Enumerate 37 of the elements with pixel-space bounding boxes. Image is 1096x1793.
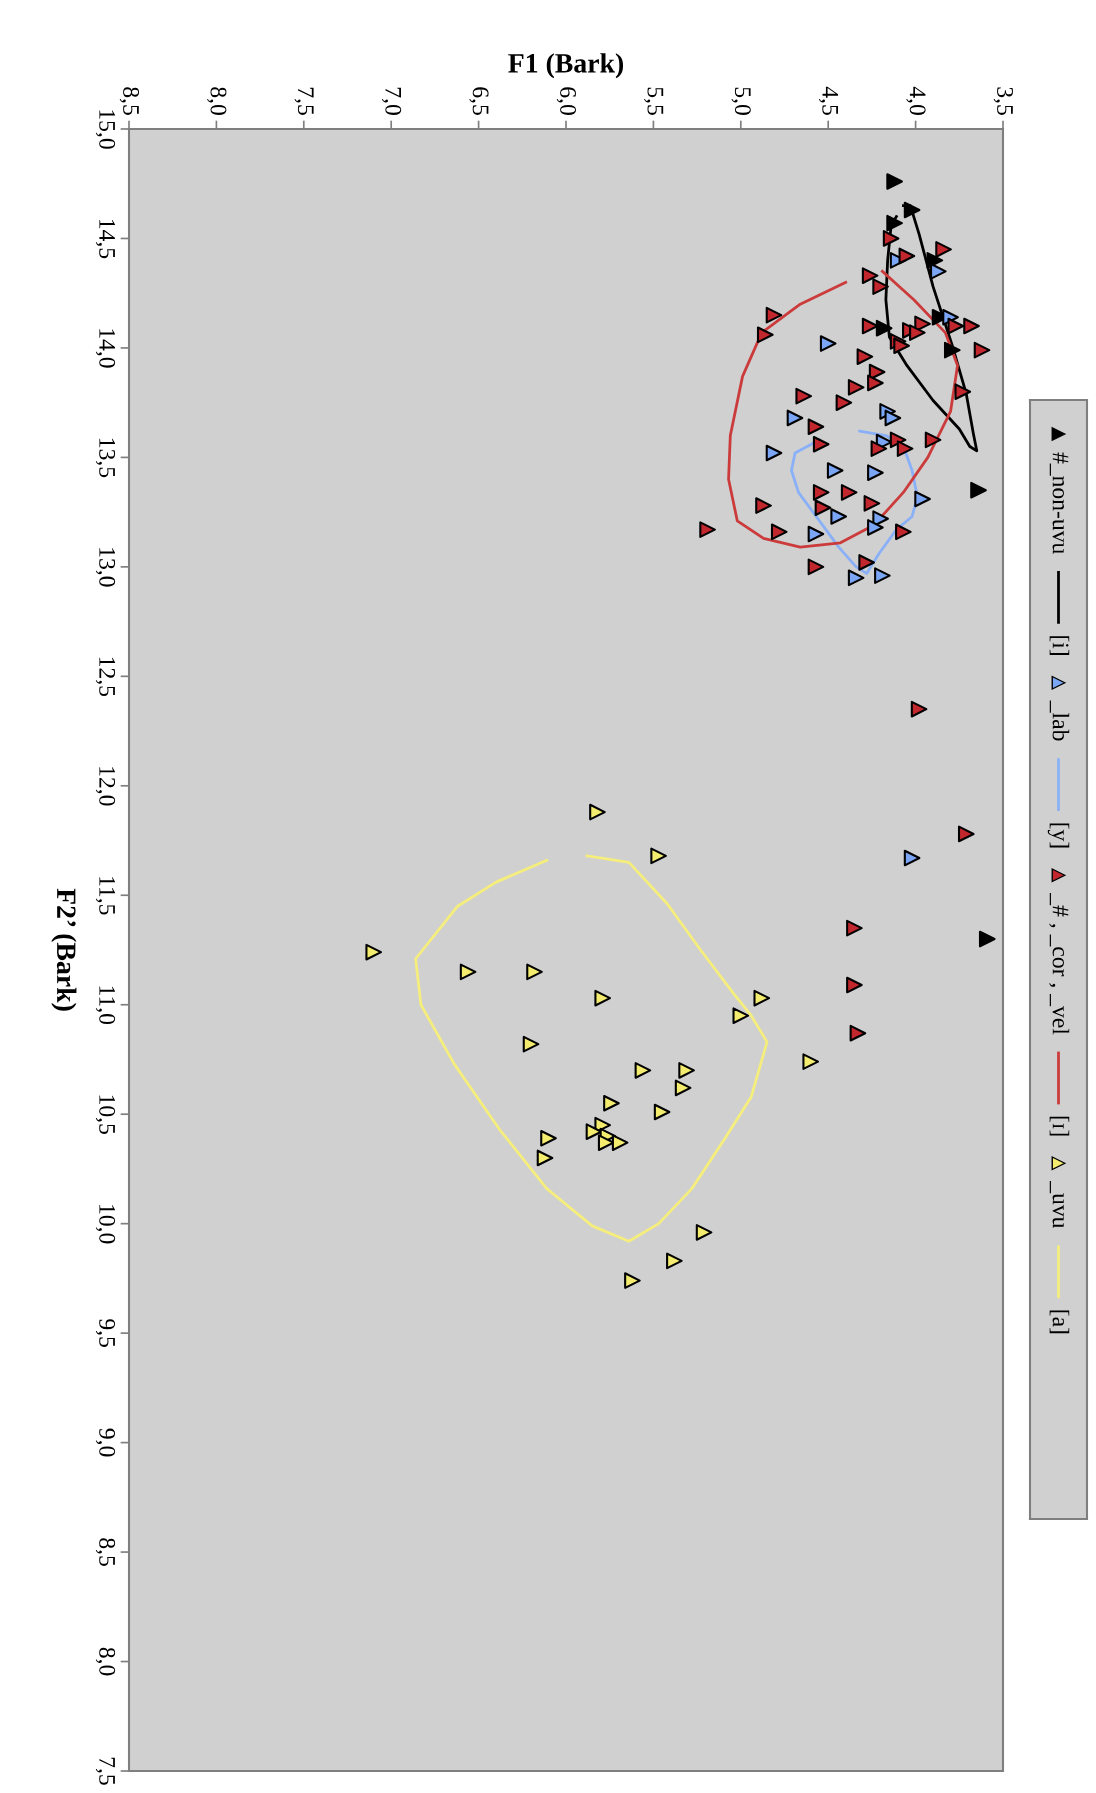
- y-tick-label: 9,0: [95, 1428, 116, 1457]
- y-tick-label: 10,5: [95, 1095, 116, 1134]
- y-tick-label: 14,0: [95, 329, 116, 368]
- legend-label: _lab: [1049, 700, 1070, 741]
- y-tick-label: 10,0: [95, 1205, 116, 1244]
- x-tick-label: 7,0: [381, 87, 402, 115]
- y-tick-label: 12,5: [95, 657, 116, 697]
- x-tick-label: 5,0: [731, 87, 751, 115]
- y-tick-label: 7,5: [95, 1757, 115, 1785]
- x-tick-label: 6,0: [556, 87, 577, 115]
- legend-label: [a]: [1049, 1310, 1070, 1334]
- x-tick-label: 4,0: [906, 86, 926, 115]
- y-tick-label: 12,0: [95, 767, 116, 806]
- x-tick-label: 4,5: [818, 86, 839, 115]
- y-tick-label: 14,5: [95, 219, 116, 259]
- x-axis-title: F1 (Bark): [508, 53, 624, 79]
- x-tick-label: 3,5: [993, 87, 1013, 115]
- x-tick-label: 6,5: [469, 87, 489, 115]
- legend-label: [ɪ]: [1049, 1116, 1070, 1136]
- y-tick-label: 11,5: [95, 877, 116, 915]
- legend-label: [i]: [1049, 636, 1070, 655]
- y-tick-label: 13,5: [95, 438, 116, 478]
- legend-label: _uvu: [1049, 1181, 1064, 1229]
- legend-label: #_non-uvu: [1049, 452, 1069, 554]
- legend-label: [y]: [1047, 823, 1070, 848]
- x-tick-label: 7,5: [294, 87, 314, 115]
- y-tick-label: 8,0: [95, 1647, 116, 1676]
- legend-label: _# , _cor , _vel: [1049, 893, 1070, 1035]
- y-tick-label: 9,5: [95, 1319, 116, 1347]
- x-tick-label: 8,5: [119, 87, 140, 115]
- y-tick-label: 15,0: [95, 110, 116, 149]
- y-tick-label: 8,5: [95, 1538, 116, 1566]
- y-tick-label: 11,0: [95, 986, 116, 1025]
- x-tick-label: 8,0: [207, 87, 227, 115]
- x-tick-label: 5,5: [644, 87, 664, 115]
- y-tick-label: 13,0: [95, 548, 116, 587]
- y-axis-title: F2’ (Bark): [51, 888, 77, 1011]
